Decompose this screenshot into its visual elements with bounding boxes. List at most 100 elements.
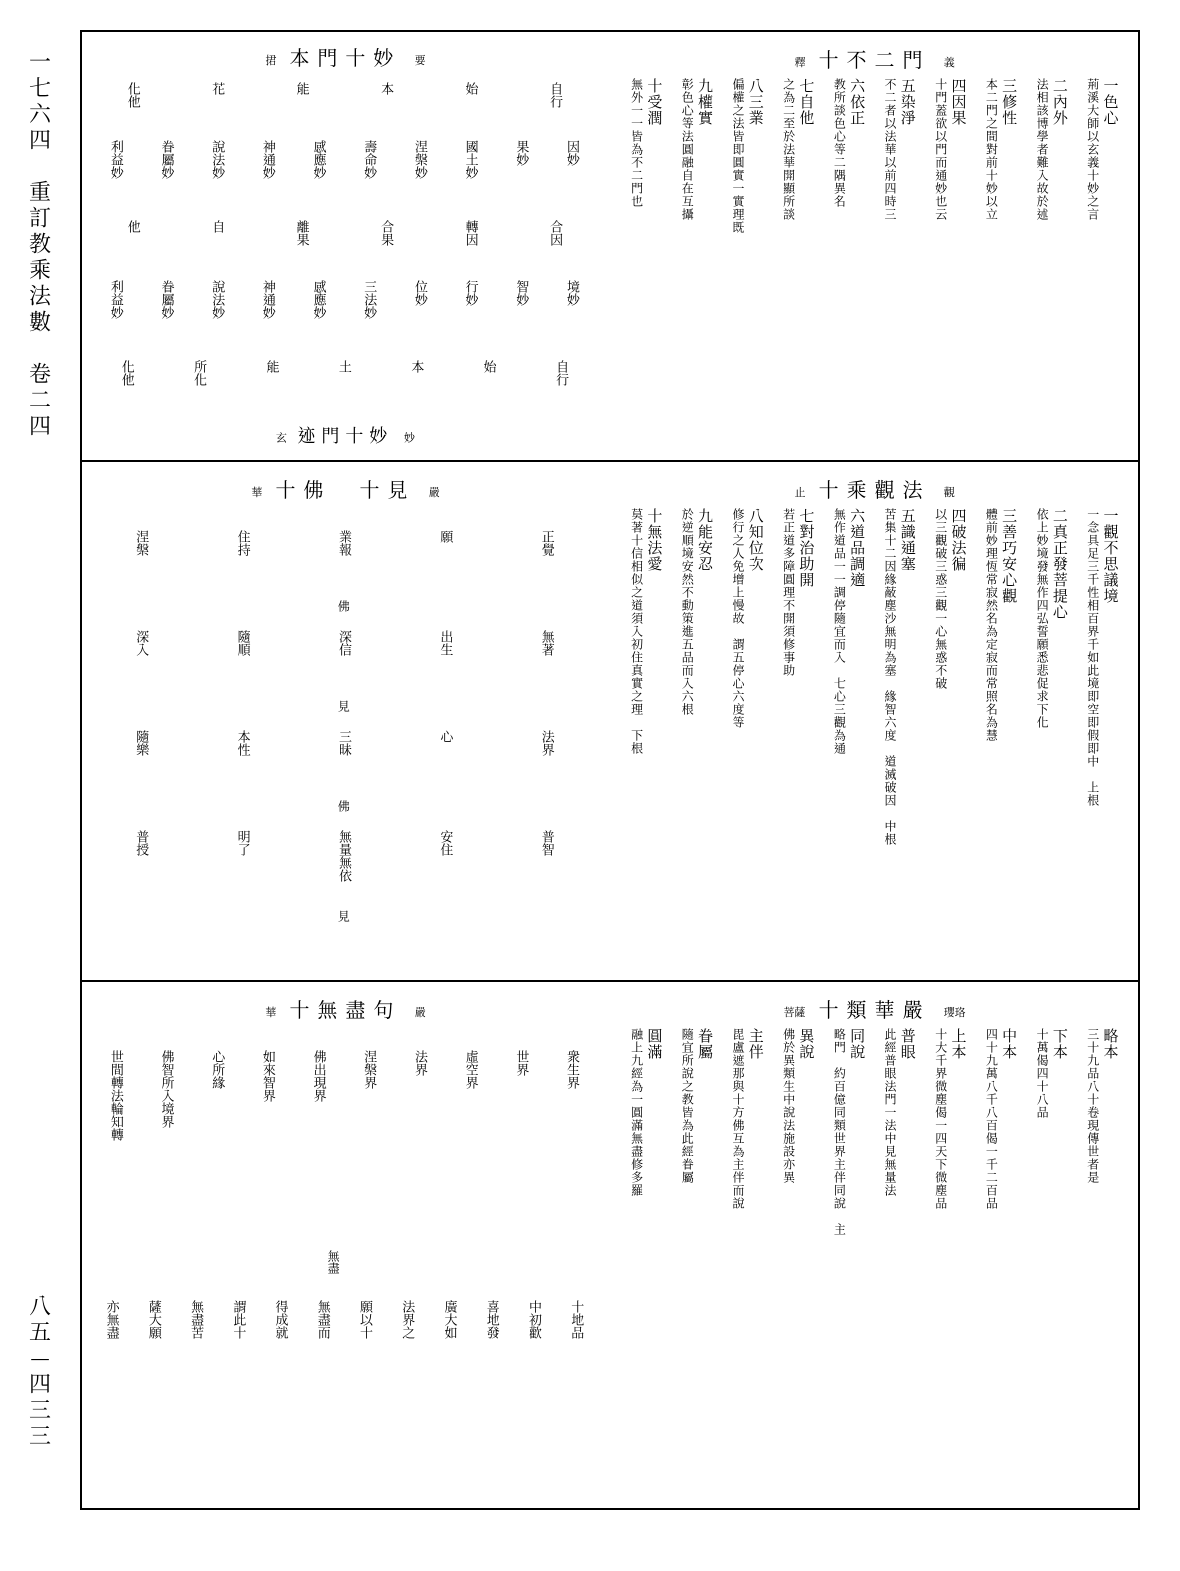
tree-cell: 隨樂: [133, 730, 152, 756]
text-column: 十受潤無外一一皆為不二門也: [630, 78, 664, 448]
tree-cell: 神通妙: [260, 280, 279, 319]
col-head: 十受潤: [645, 78, 664, 444]
p3-right: 菩薩 十類華嚴 瓔珞 略本三十九品八十卷現傳世者是下本十萬偈四十八品中本四十九萬…: [621, 990, 1128, 1494]
p2l-lab3: 佛: [335, 800, 352, 812]
col-body: 若正道多障圓理不開須修事助: [782, 508, 797, 968]
tree-cell: 始: [481, 360, 500, 386]
tree-cell: 法界: [412, 1050, 431, 1141]
tree-cell: 涅槃界: [361, 1050, 380, 1141]
tree-cell: 化他: [119, 360, 138, 386]
tree-cell: 十地品: [568, 1300, 587, 1339]
tree-cell: 願以十: [357, 1300, 376, 1339]
col-body: 一念具足三千性相百界千如此境即空即假即中 上根: [1086, 508, 1101, 968]
col-head: 八三業: [746, 78, 765, 444]
tree-cell: 能: [294, 82, 313, 108]
tree-cell: 自行: [553, 360, 572, 386]
tree-cell: 化他: [125, 82, 144, 108]
text-column: 一觀不思議境一念具足三千性相百界千如此境即空即假即中 上根: [1086, 508, 1120, 968]
text-column: 六道品調適無作道品一一調停隨宜而入 七心三觀為通: [832, 508, 866, 968]
tree-cell: 自: [209, 220, 228, 246]
col-body: 本二門之間對前十妙以立: [984, 78, 999, 448]
col-body: 無作道品一一調停隨宜而入 七心三觀為通: [832, 508, 847, 968]
p3l-title: 華 十無盡句 嚴: [265, 994, 425, 1023]
tree-cell: 衆生界: [564, 1050, 583, 1141]
text-column: 八三業偏權之法皆即圓實一實理既: [731, 78, 765, 448]
col-head: 七自他: [797, 78, 816, 444]
page-frame: 釋 十不二門 義 一色心荊溪大師以玄義十妙之言二內外法相該博學者難入故於述三修性…: [80, 30, 1140, 1510]
p3l-center: 無盡: [325, 1250, 342, 1274]
p2-left: 華 十佛 十見 嚴 正覺願業報住持涅槃 佛 無著出生深信隨順深入 見 法界心三昧…: [92, 470, 599, 972]
col-head: 二真正發菩提心: [1050, 508, 1069, 964]
col-body: 莫著十信相似之道須入初住真實之理 下根: [630, 508, 645, 968]
tree-cell: 普授: [133, 830, 152, 882]
tree-cell: 得成就: [273, 1300, 292, 1339]
p2l-lab1: 佛: [335, 600, 352, 612]
p2r-title: 止 十乘觀法 觀: [794, 474, 954, 503]
text-column: 四破法徧以三觀破三惑三觀一心無惑不破: [934, 508, 968, 968]
p1l-title-top: 捃 本門十妙 要: [265, 42, 425, 71]
col-body: 毘盧遮那與十方佛互為主伴而說: [731, 1028, 746, 1490]
col-head: 四因果: [949, 78, 968, 444]
col-body: 不二者以法華以前四時三: [883, 78, 898, 448]
p1l-row1: 自行始本能花化他: [92, 82, 599, 108]
col-body: 四十九萬八千八百偈一千二百品: [984, 1028, 999, 1490]
tree-cell: 自行: [547, 82, 566, 108]
p3l-row2: 十地品中初歡喜地發廣大如法界之願以十無盡而得成就謂此十無盡苦薩大願亦無盡: [92, 1300, 599, 1339]
panel-2: 止 十乘觀法 觀 一觀不思議境一念具足三千性相百界千如此境即空即假即中 上根二真…: [82, 462, 1138, 982]
text-column: 一色心荊溪大師以玄義十妙之言: [1086, 78, 1120, 448]
tree-cell: 三昧: [336, 730, 355, 756]
p2l-row4: 普智安住無量無依明了普授: [92, 830, 599, 882]
col-body: 無外一一皆為不二門也: [630, 78, 645, 448]
tree-cell: 如來智界: [260, 1050, 279, 1141]
tree-cell: 無量無依: [336, 830, 355, 882]
tree-cell: 住持: [235, 530, 254, 556]
text-column: 上本十大千界微塵偈一四天下微塵品: [934, 1028, 968, 1490]
tree-cell: 三法妙: [361, 280, 380, 319]
tree-cell: 本性: [235, 730, 254, 756]
text-column: 主伴毘盧遮那與十方佛互為主伴而說: [731, 1028, 765, 1490]
col-body: 修行之人免增上慢故 謂五停心六度等: [731, 508, 746, 968]
text-column: 圓滿融上九經為一圓滿無盡修多羅: [630, 1028, 664, 1490]
text-column: 三善巧安心觀體前妙理恆常寂然名為定寂而常照名為慧: [984, 508, 1018, 968]
tree-cell: 眷屬妙: [159, 140, 178, 179]
tree-cell: 花: [209, 82, 228, 108]
tree-cell: 喜地發: [484, 1300, 503, 1339]
tree-cell: 薩大願: [146, 1300, 165, 1339]
p1l-row5: 自行始本土能所化化他: [92, 360, 599, 386]
tree-cell: 明了: [235, 830, 254, 882]
col-head: 普眼: [898, 1028, 917, 1486]
col-body: 融上九經為一圓滿無盡修多羅: [630, 1028, 645, 1490]
tree-cell: 無盡而: [315, 1300, 334, 1339]
tree-cell: 行妙: [463, 280, 482, 319]
tree-cell: 涅槃妙: [412, 140, 431, 179]
col-head: 八知位次: [746, 508, 765, 964]
col-head: 十無法愛: [645, 508, 664, 964]
tree-cell: 利益妙: [108, 280, 127, 319]
col-head: 眷屬: [695, 1028, 714, 1486]
tree-cell: 業報: [336, 530, 355, 556]
text-column: 中本四十九萬八千八百偈一千二百品: [984, 1028, 1018, 1490]
text-column: 五識通塞苦集十二因緣蔽塵沙無明為塞 緣智六度 道滅破因 中根: [883, 508, 917, 968]
panel-3: 菩薩 十類華嚴 瓔珞 略本三十九品八十卷現傳世者是下本十萬偈四十八品中本四十九萬…: [82, 982, 1138, 1502]
tree-cell: 合因: [547, 220, 566, 246]
tree-cell: 法界: [539, 730, 558, 756]
tree-cell: 始: [463, 82, 482, 108]
tree-cell: 佛出現界: [311, 1050, 330, 1141]
tree-cell: 本: [408, 360, 427, 386]
p3l-row1: 衆生界世界虛空界法界涅槃界佛出現界如來智界心所緣佛智所入境界世間轉法輪知轉: [92, 1050, 599, 1141]
col-head: 異說: [797, 1028, 816, 1486]
col-body: 此經普眼法門一法中見無量法: [883, 1028, 898, 1490]
tree-cell: 涅槃: [133, 530, 152, 556]
tree-cell: 心所緣: [209, 1050, 228, 1141]
tree-cell: 深入: [133, 630, 152, 656]
col-head: 九能安忍: [695, 508, 714, 964]
text-column: 同說略門 約百億同類世界主伴同說 主: [832, 1028, 866, 1490]
tree-cell: 境妙: [564, 280, 583, 319]
tree-cell: 世間轉法輪知轉: [108, 1050, 127, 1141]
p1r-cols: 一色心荊溪大師以玄義十妙之言二內外法相該博學者難入故於述三修性本二門之間對前十妙…: [621, 78, 1128, 448]
text-column: 普眼此經普眼法門一法中見無量法: [883, 1028, 917, 1490]
col-head: 主伴: [746, 1028, 765, 1486]
col-head: 下本: [1050, 1028, 1069, 1486]
text-column: 眷屬隨宜所說之教皆為此經眷屬: [680, 1028, 714, 1490]
tree-cell: 世界: [513, 1050, 532, 1141]
